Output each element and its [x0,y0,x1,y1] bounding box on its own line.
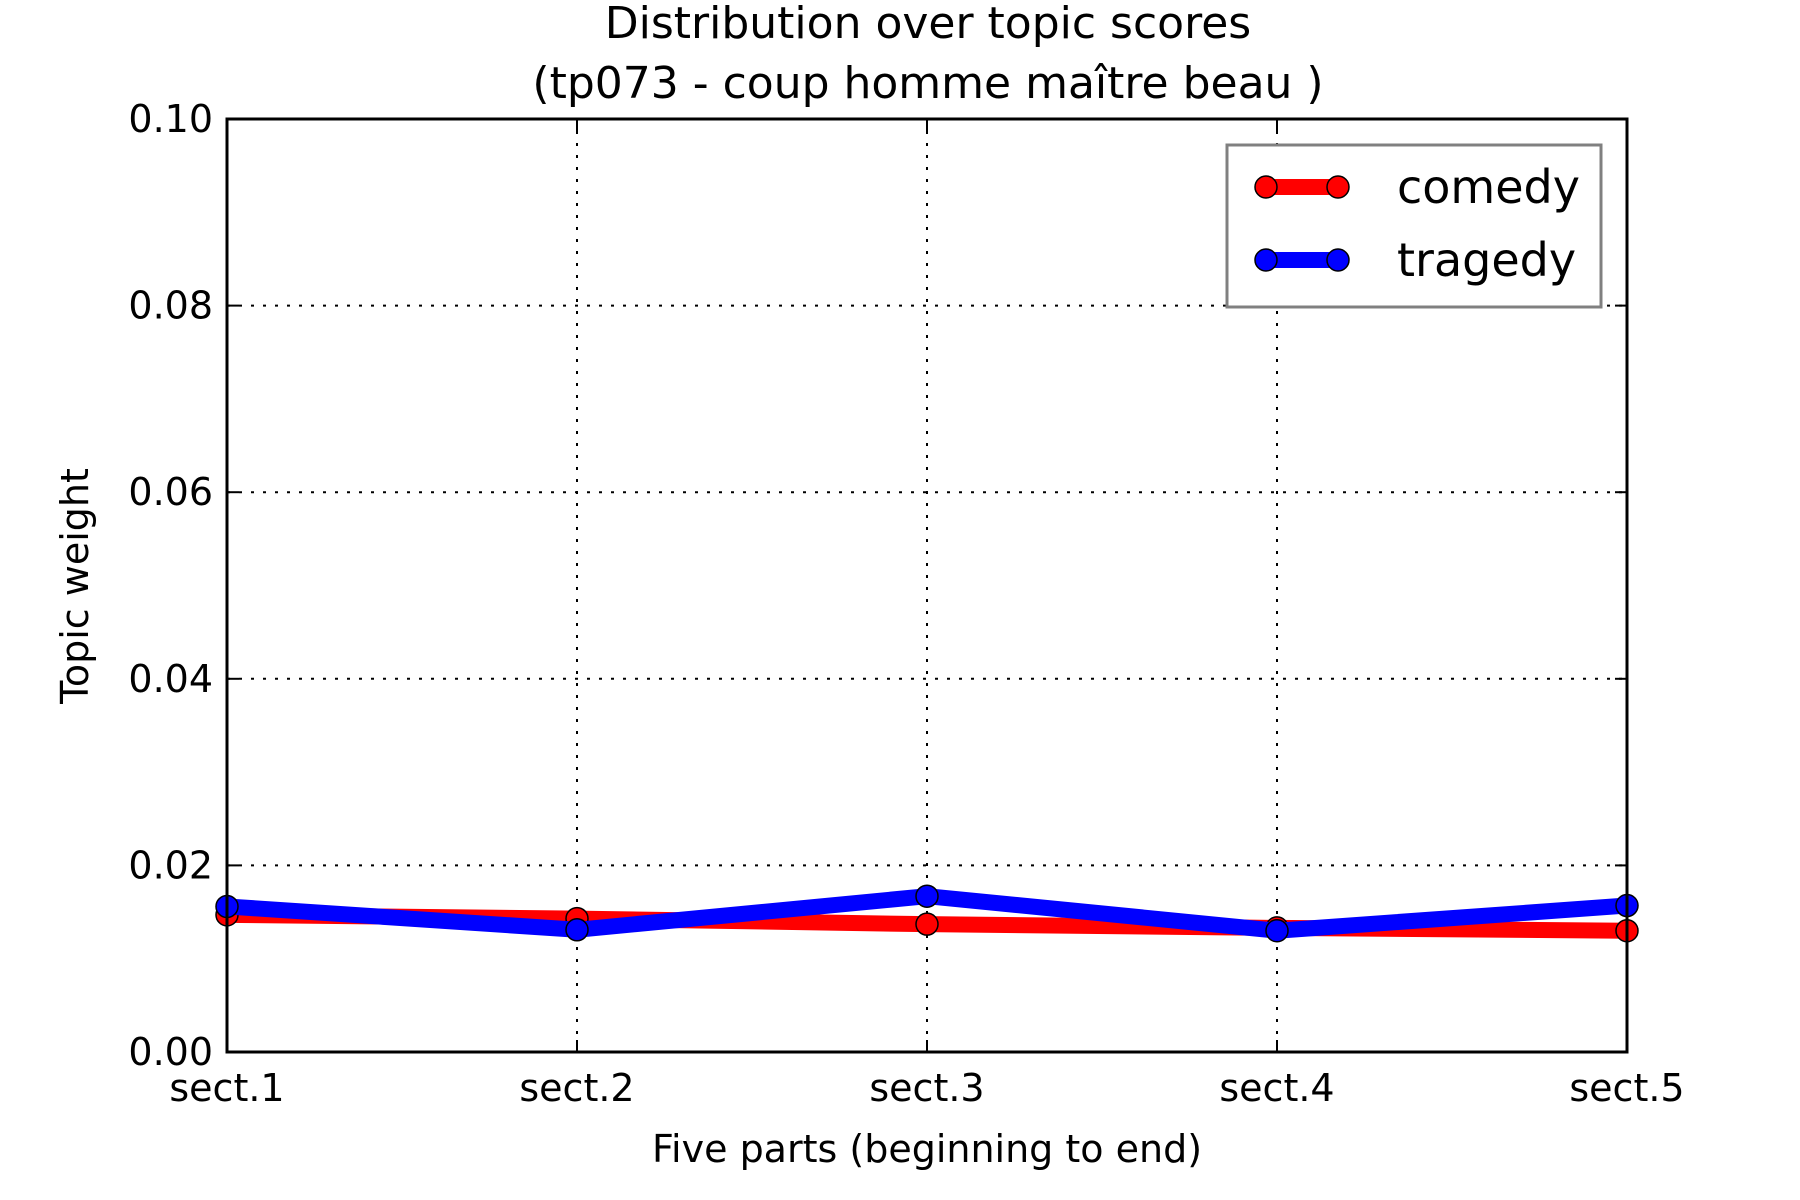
x-tick-label: sect.5 [1569,1066,1684,1110]
y-tick-label: 0.00 [128,1030,213,1074]
y-axis-label: Topic weight [53,468,97,705]
x-tick-label: sect.3 [869,1066,984,1110]
x-tick-label: sect.1 [169,1066,284,1110]
tragedy-data-point [565,918,589,942]
y-tick-label: 0.04 [128,657,213,701]
legend-box [1225,143,1603,309]
x-axis-label: Five parts (beginning to end) [652,1127,1202,1171]
legend-marker-comedy [1326,175,1350,199]
x-tick-label: sect.4 [1219,1066,1334,1110]
legend-entries: comedy tragedy [1254,160,1580,287]
tragedy-data-point [915,884,939,908]
plot-series [215,884,1639,943]
axis-ticks: 0.00 0.02 0.04 0.06 0.08 0.10 sect.1 sect.2 sect… [128,97,1684,1110]
chart-subtitle: (tp073 - coup homme maître beau ) [532,58,1323,109]
legend-marker-comedy [1254,175,1278,199]
y-tick-label: 0.06 [128,470,213,514]
comedy-data-point [915,912,939,936]
legend-label-comedy: comedy [1397,160,1580,214]
x-tick-label: sect.2 [519,1066,634,1110]
y-tick-label: 0.02 [128,843,213,887]
y-tick-label: 0.10 [128,97,213,141]
legend-marker-tragedy [1326,248,1350,272]
legend-label-tragedy: tragedy [1397,233,1576,287]
y-tick-label: 0.08 [128,284,213,328]
legend: comedy tragedy [1225,143,1603,309]
chart-title: Distribution over topic scores [605,0,1251,49]
legend-marker-tragedy [1254,248,1278,272]
tragedy-data-point [1265,918,1289,943]
